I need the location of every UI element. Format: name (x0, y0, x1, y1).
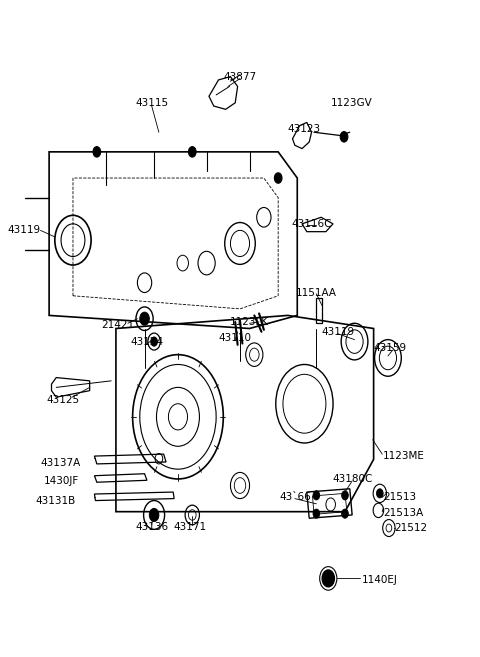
Text: 43877: 43877 (223, 72, 257, 81)
Text: 1151AA: 1151AA (296, 288, 337, 298)
Circle shape (313, 509, 320, 518)
Circle shape (140, 312, 149, 325)
Text: 43136: 43136 (135, 522, 168, 532)
Text: 43171: 43171 (173, 522, 206, 532)
Text: 43`66: 43`66 (279, 492, 311, 503)
Text: 43119: 43119 (321, 327, 354, 337)
Text: 1140EJ: 1140EJ (362, 576, 397, 585)
Text: 43131B: 43131B (35, 495, 75, 505)
Circle shape (313, 491, 320, 500)
Text: 1123ME: 1123ME (383, 451, 425, 461)
Text: 21513: 21513 (383, 492, 416, 503)
Text: 43159: 43159 (374, 343, 407, 353)
Text: 43180C: 43180C (332, 474, 372, 484)
Text: 1430JF: 1430JF (43, 476, 79, 486)
Circle shape (342, 509, 348, 518)
Circle shape (93, 147, 101, 157)
Text: 21421: 21421 (102, 320, 135, 330)
Circle shape (189, 147, 196, 157)
Text: 43137A: 43137A (41, 458, 81, 468)
Text: 21513A: 21513A (383, 508, 423, 518)
Text: 43110: 43110 (219, 333, 252, 344)
Circle shape (340, 131, 348, 142)
Text: 1123GV: 1123GV (331, 98, 373, 108)
Circle shape (376, 489, 383, 498)
Text: 1123LK: 1123LK (230, 317, 269, 327)
Circle shape (322, 570, 335, 587)
Text: 21512: 21512 (394, 523, 427, 533)
Circle shape (149, 509, 159, 522)
Text: 43116C: 43116C (291, 219, 332, 229)
Text: 43115: 43115 (135, 98, 168, 108)
Text: 43123: 43123 (288, 124, 321, 134)
Text: 43119: 43119 (8, 225, 41, 235)
Circle shape (275, 173, 282, 183)
Circle shape (342, 491, 348, 500)
Text: 43125: 43125 (47, 396, 80, 405)
Text: 43124: 43124 (131, 336, 164, 347)
Circle shape (151, 337, 157, 346)
